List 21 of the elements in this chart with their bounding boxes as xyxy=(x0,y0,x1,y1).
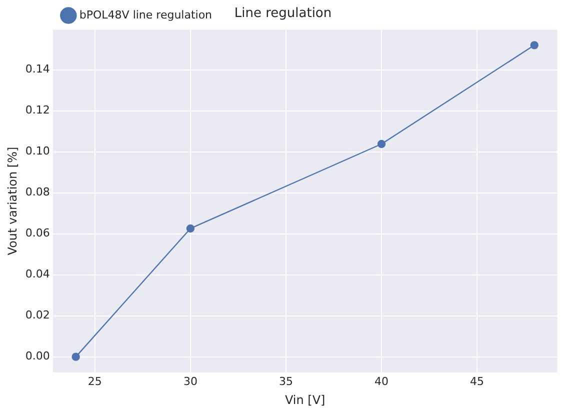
point xyxy=(377,140,386,148)
y-tick-label: 0.10 xyxy=(25,144,50,158)
chart-title: Line regulation xyxy=(234,6,332,22)
x-tick-label: 40 xyxy=(374,374,389,388)
x-tick-label: 45 xyxy=(470,374,484,388)
legend-label: bPOL48V line regulation xyxy=(79,8,212,22)
y-tick-label: 0.04 xyxy=(25,268,50,281)
x-tick-label: 25 xyxy=(88,374,102,388)
point xyxy=(530,41,538,50)
point xyxy=(186,224,195,233)
y-tick-label: 0.02 xyxy=(25,308,50,322)
y-axis-title: Vout variation [%] xyxy=(5,146,20,256)
x-axis-title: Vin [V] xyxy=(284,392,326,407)
y-tick-label: 0.00 xyxy=(25,350,50,363)
y-tick-label: 0.06 xyxy=(25,226,50,240)
y-tick-label: 0.14 xyxy=(25,62,50,76)
point xyxy=(72,352,80,361)
y-tick-label: 0.08 xyxy=(25,186,50,199)
x-tick-label: 35 xyxy=(278,374,293,388)
y-tick-label: 0.12 xyxy=(25,104,50,117)
x-tick-label: 30 xyxy=(183,374,198,388)
